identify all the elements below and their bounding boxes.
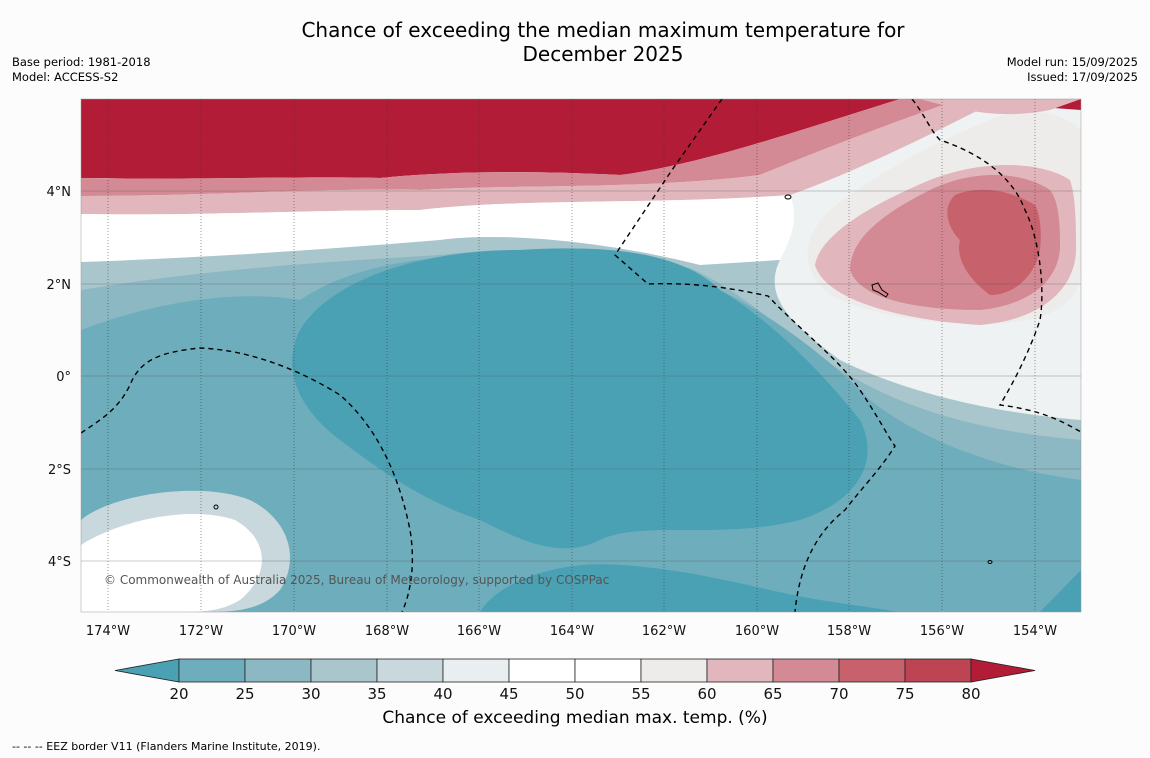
colorbar-extend-low <box>114 658 180 683</box>
copyright-note: © Commonwealth of Australia 2025, Bureau… <box>104 573 609 587</box>
colorbar-extend-high <box>970 658 1036 683</box>
colorbar-segment <box>838 658 906 683</box>
latitude-labels: 4°N 2°N 0° 2°S 4°S <box>47 185 72 570</box>
eez-legend-note: -- -- -- EEZ border V11 (Flanders Marine… <box>12 740 321 753</box>
colorbar-ticks: 20 25 30 35 40 45 50 55 60 65 70 75 80 <box>169 685 980 703</box>
lon-label: 160°W <box>735 624 779 639</box>
longitude-labels: 174°W 172°W 170°W 168°W 166°W 164°W 162°… <box>86 624 1057 639</box>
colorbar-tick-label: 70 <box>829 685 848 703</box>
colorbar-tick-label: 60 <box>697 685 716 703</box>
issued-date: Issued: 17/09/2025 <box>1027 70 1138 84</box>
probability-field <box>81 99 1081 612</box>
colorbar-tick-label: 20 <box>169 685 188 703</box>
colorbar-tick-label: 35 <box>367 685 386 703</box>
meta-left: Base period: 1981-2018 Model: ACCESS-S2 <box>12 55 151 85</box>
colorbar-tick-label: 40 <box>433 685 452 703</box>
model-name: Model: ACCESS-S2 <box>12 70 119 84</box>
colorbar <box>114 658 1036 683</box>
lat-label: 2°S <box>48 463 71 478</box>
island-outlines <box>213 194 993 564</box>
colorbar-segment <box>442 658 510 683</box>
lat-label: 4°N <box>47 185 72 200</box>
lon-label: 170°W <box>272 624 316 639</box>
lon-label: 168°W <box>365 624 409 639</box>
base-period: Base period: 1981-2018 <box>12 55 151 69</box>
colorbar-segment <box>904 658 972 683</box>
colorbar-segment <box>772 658 840 683</box>
lon-label: 162°W <box>642 624 686 639</box>
colorbar-label: Chance of exceeding median max. temp. (%… <box>382 708 768 728</box>
colorbar-tick-label: 80 <box>961 685 980 703</box>
colorbar-tick-label: 65 <box>763 685 782 703</box>
colorbar-segment <box>706 658 774 683</box>
colorbar-segment <box>244 658 312 683</box>
map-title: Chance of exceeding the median maximum t… <box>301 18 905 66</box>
colorbar-tick-label: 25 <box>235 685 254 703</box>
colorbar-segment <box>310 658 378 683</box>
colorbar-segment <box>376 658 444 683</box>
lon-label: 166°W <box>457 624 501 639</box>
eez-border <box>81 99 1081 612</box>
model-run: Model run: 15/09/2025 <box>1006 55 1138 69</box>
colorbar-tick-label: 75 <box>895 685 914 703</box>
colorbar-segment <box>178 658 246 683</box>
lon-label: 174°W <box>86 624 130 639</box>
colorbar-segment <box>508 658 576 683</box>
meta-right: Model run: 15/09/2025 Issued: 17/09/2025 <box>1007 55 1138 85</box>
lat-label: 4°S <box>48 555 71 570</box>
colorbar-tick-label: 30 <box>301 685 320 703</box>
map-frame <box>80 98 1082 613</box>
lat-label: 0° <box>56 370 71 385</box>
lon-label: 158°W <box>827 624 871 639</box>
lat-label: 2°N <box>47 278 72 293</box>
lon-label: 156°W <box>920 624 964 639</box>
latitude-gridlines <box>81 190 1081 562</box>
lon-label: 164°W <box>550 624 594 639</box>
colorbar-segment <box>640 658 708 683</box>
colorbar-tick-label: 50 <box>565 685 584 703</box>
lon-label: 172°W <box>179 624 223 639</box>
lon-label: 154°W <box>1013 624 1057 639</box>
colorbar-segment <box>574 658 642 683</box>
colorbar-tick-label: 55 <box>631 685 650 703</box>
colorbar-tick-label: 45 <box>499 685 518 703</box>
